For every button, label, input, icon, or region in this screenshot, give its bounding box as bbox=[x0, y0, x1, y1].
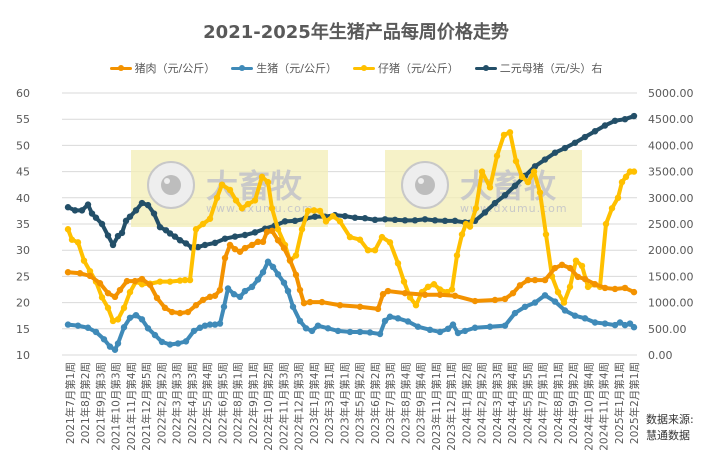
y2-tick-label: 4000.00 bbox=[648, 139, 694, 152]
x-tick-label: 2021年11月第4周 bbox=[125, 362, 138, 451]
y-tick-label: 10 bbox=[16, 349, 30, 362]
y-tick-label: 15 bbox=[16, 323, 30, 336]
x-tick-label: 2024年9月第2周 bbox=[567, 362, 580, 444]
x-tick-label: 2021年7月第1周 bbox=[64, 362, 77, 444]
x-tick-label: 2024年5月第5周 bbox=[521, 362, 534, 444]
legend-swatch-sow bbox=[474, 64, 497, 71]
x-tick-label: 2022年5月第4周 bbox=[201, 362, 214, 444]
x-tick-label: 2022年12月第3周 bbox=[293, 362, 306, 451]
legend-swatch-pork bbox=[109, 64, 132, 71]
x-tick-label: 2022年2月第2周 bbox=[155, 362, 168, 444]
x-tick-label: 2021年9月第3周 bbox=[94, 362, 107, 444]
legend-item-pork: 猪肉（元/公斤） bbox=[109, 60, 216, 76]
x-tick-label: 2021年12月第5周 bbox=[140, 362, 153, 451]
x-tick-label: 2021年8月第2周 bbox=[79, 362, 92, 444]
legend-label: 二元母猪（元/头）右 bbox=[499, 62, 603, 75]
series-live-hog bbox=[64, 258, 638, 353]
source-label: 数据来源: bbox=[646, 413, 694, 426]
x-tick-label: 2022年11月第3周 bbox=[277, 362, 290, 451]
y2-tick-label: 500.00 bbox=[648, 323, 687, 336]
y-tick-label: 40 bbox=[16, 192, 30, 205]
y2-tick-label: 0.00 bbox=[648, 349, 673, 362]
x-tick-label: 2022年6月第5周 bbox=[216, 362, 229, 444]
x-tick-label: 2023年9月第4周 bbox=[415, 362, 428, 444]
watermark-url: www.dxumu.com bbox=[206, 202, 314, 215]
x-tick-label: 2024年2月第2周 bbox=[476, 362, 489, 444]
x-tick-label: 2023年3月第1周 bbox=[323, 362, 336, 444]
x-tick-label: 2022年8月第1周 bbox=[232, 362, 245, 444]
x-tick-label: 2024年1月第2周 bbox=[460, 362, 473, 444]
x-tick-label: 2024年11月第4周 bbox=[598, 362, 611, 451]
y-tick-label: 30 bbox=[16, 244, 30, 257]
y-tick-label: 45 bbox=[16, 166, 30, 179]
x-tick-label: 2023年7月第3周 bbox=[384, 362, 397, 444]
x-tick-label: 2022年9月第1周 bbox=[247, 362, 260, 444]
x-tick-label: 2023年6月第2周 bbox=[369, 362, 382, 444]
legend-swatch-piglet bbox=[353, 64, 375, 71]
x-tick-label: 2023年1月第4周 bbox=[308, 362, 321, 444]
legend-label: 仔猪（元/公斤） bbox=[378, 62, 459, 75]
x-tick-label: 2021年10月第3周 bbox=[110, 362, 123, 451]
legend-item-live-hog: 生猪（元/公斤） bbox=[231, 60, 337, 76]
y-tick-label: 55 bbox=[16, 113, 30, 126]
x-tick-label: 2025年2月第1周 bbox=[628, 362, 641, 444]
x-tick-label: 2023年12月第1周 bbox=[445, 362, 458, 451]
x-tick-label: 2022年3月第3周 bbox=[171, 362, 184, 444]
y-tick-label: 60 bbox=[16, 87, 30, 100]
y2-tick-label: 1500.00 bbox=[648, 270, 694, 283]
y2-tick-label: 1000.00 bbox=[648, 297, 694, 310]
legend-item-piglet: 仔猪（元/公斤） bbox=[353, 60, 459, 76]
y-tick-label: 25 bbox=[16, 270, 30, 283]
chart-legend: 猪肉（元/公斤） 生猪（元/公斤） 仔猪（元/公斤） 二元母猪（元/头）右 bbox=[0, 60, 712, 76]
x-tick-label: 2022年4月第3周 bbox=[186, 362, 199, 444]
y2-tick-label: 3500.00 bbox=[648, 166, 694, 179]
x-tick-label: 2022年10月第2周 bbox=[262, 362, 275, 451]
y2-tick-label: 2500.00 bbox=[648, 218, 694, 231]
x-tick-label: 2023年5月第2周 bbox=[354, 362, 367, 444]
x-tick-label: 2023年11月第1周 bbox=[430, 362, 443, 451]
legend-item-sow: 二元母猪（元/头）右 bbox=[474, 60, 603, 76]
y2-tick-label: 2000.00 bbox=[648, 244, 694, 257]
legend-swatch-live-hog bbox=[231, 64, 254, 71]
source-name: 慧通数据 bbox=[646, 429, 690, 442]
y-tick-label: 35 bbox=[16, 218, 30, 231]
chart-title: 2021-2025年生猪产品每周价格走势 bbox=[203, 22, 509, 43]
x-tick-label: 2024年3月第3周 bbox=[491, 362, 504, 444]
x-tick-label: 2025年1月第1周 bbox=[613, 362, 626, 444]
legend-label: 生猪（元/公斤） bbox=[256, 62, 337, 75]
data-source: 数据来源: 慧通数据 bbox=[646, 412, 712, 444]
y2-tick-label: 5000.00 bbox=[648, 87, 694, 100]
x-tick-label: 2024年4月第4周 bbox=[506, 362, 519, 444]
y2-tick-label: 4500.00 bbox=[648, 113, 694, 126]
x-tick-label: 2024年10月第4周 bbox=[582, 362, 595, 451]
y-tick-label: 50 bbox=[16, 139, 30, 152]
x-tick-label: 2023年4月第1周 bbox=[338, 362, 351, 444]
y2-tick-label: 3000.00 bbox=[648, 192, 694, 205]
series-piglet bbox=[64, 129, 638, 325]
x-tick-label: 2024年7月第1周 bbox=[537, 362, 550, 444]
x-tick-label: 2023年8月第4周 bbox=[399, 362, 412, 444]
x-tick-label: 2024年8月第1周 bbox=[552, 362, 565, 444]
legend-label: 猪肉（元/公斤） bbox=[134, 62, 216, 75]
y-tick-label: 20 bbox=[16, 297, 30, 310]
series-pork bbox=[64, 227, 638, 317]
